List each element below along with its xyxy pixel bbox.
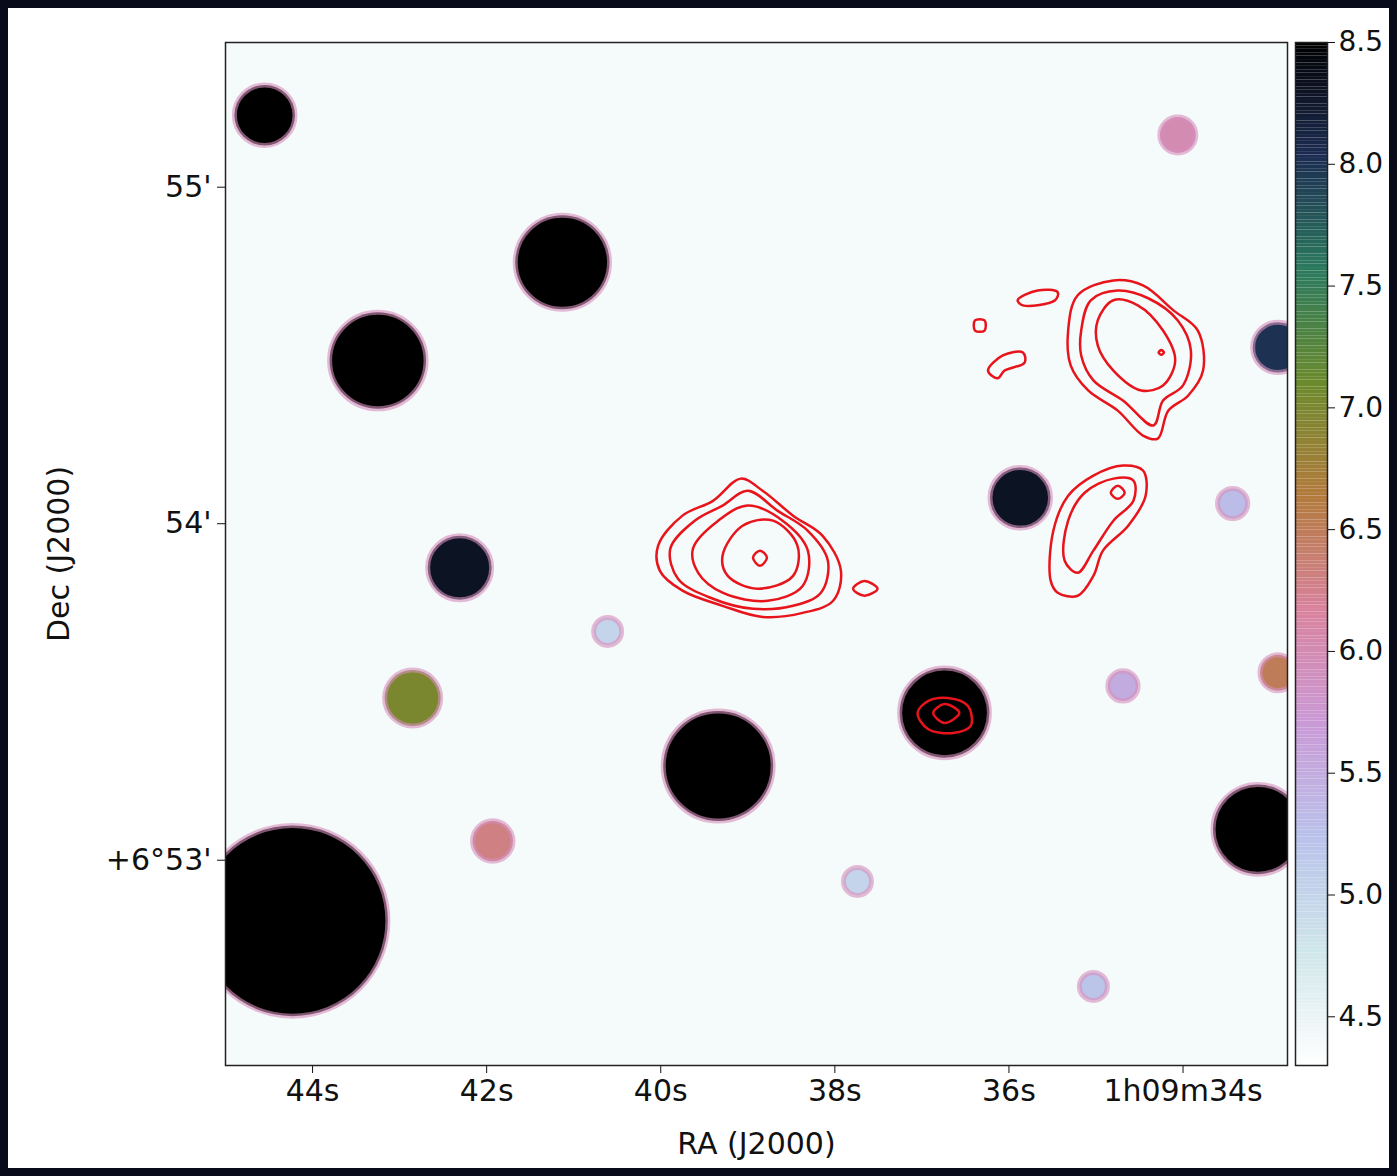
svg-text:36s: 36s xyxy=(982,1073,1036,1108)
svg-text:42s: 42s xyxy=(460,1073,514,1108)
svg-text:+6°53': +6°53' xyxy=(106,842,212,877)
svg-text:38s: 38s xyxy=(808,1073,862,1108)
svg-text:54': 54' xyxy=(165,505,211,540)
svg-text:55': 55' xyxy=(165,169,211,204)
svg-text:5.0: 5.0 xyxy=(1339,878,1384,911)
svg-text:7.5: 7.5 xyxy=(1339,269,1384,302)
svg-text:4.5: 4.5 xyxy=(1339,1000,1384,1033)
svg-text:6.0: 6.0 xyxy=(1339,634,1384,667)
svg-text:RA (J2000): RA (J2000) xyxy=(677,1126,835,1161)
svg-text:40s: 40s xyxy=(634,1073,688,1108)
svg-text:8.0: 8.0 xyxy=(1339,147,1384,180)
svg-text:8.5: 8.5 xyxy=(1339,25,1384,58)
svg-text:5.5: 5.5 xyxy=(1339,756,1384,789)
svg-text:7.0: 7.0 xyxy=(1339,391,1384,424)
svg-text:Dec (J2000): Dec (J2000) xyxy=(41,466,76,642)
svg-text:6.5: 6.5 xyxy=(1339,513,1384,546)
svg-text:44s: 44s xyxy=(286,1073,340,1108)
svg-text:1h09m34s: 1h09m34s xyxy=(1103,1073,1262,1108)
